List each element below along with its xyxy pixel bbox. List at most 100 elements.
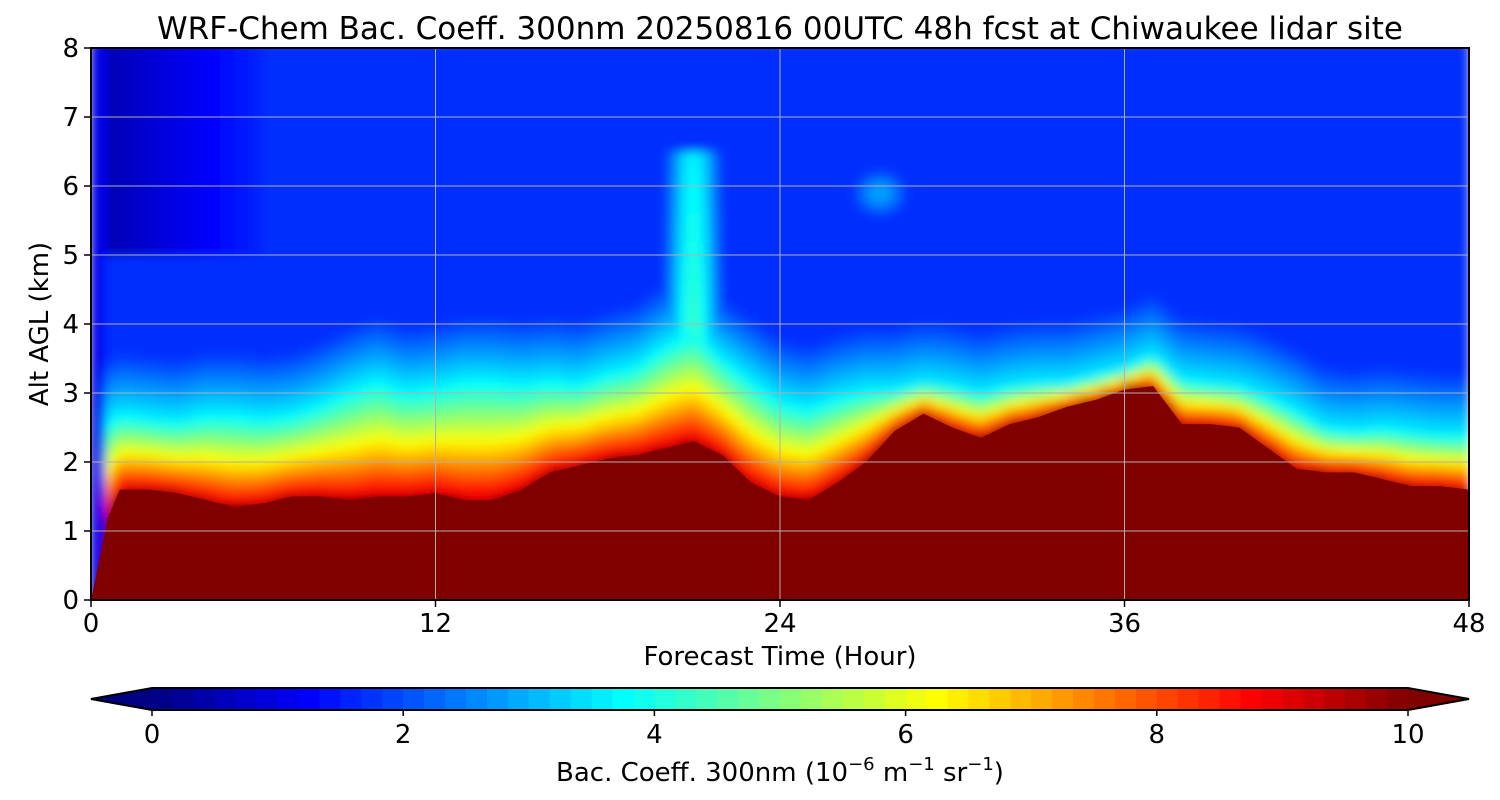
backscatter-field	[91, 48, 1469, 600]
colorbar-swatch	[466, 688, 488, 710]
y-tick-label: 5	[62, 241, 79, 271]
colorbar-swatch	[633, 688, 655, 710]
colorbar-swatch	[193, 688, 216, 710]
y-tick-label: 2	[62, 448, 79, 478]
colorbar-swatch	[1094, 688, 1116, 710]
colorbar-tick-label: 0	[144, 720, 161, 750]
colorbar-swatch	[382, 688, 404, 710]
colorbar-swatch	[1366, 688, 1388, 710]
colorbar-swatch	[1261, 688, 1283, 710]
y-tick-label: 6	[62, 172, 79, 202]
colorbar-swatch	[821, 688, 844, 710]
colorbar-label-exp1: −6	[848, 754, 875, 775]
colorbar-swatch	[989, 688, 1011, 710]
y-tick-label: 4	[62, 310, 79, 340]
colorbar-swatch	[340, 688, 362, 710]
colorbar-swatch	[1303, 688, 1325, 710]
colorbar-swatch	[1135, 688, 1158, 710]
y-tick-label: 0	[62, 586, 79, 616]
colorbar-swatch	[486, 688, 509, 710]
colorbar-label-exp3: −1	[967, 754, 994, 775]
x-axis-label: Forecast Time (Hour)	[643, 642, 916, 672]
colorbar-tick-label: 8	[1149, 720, 1166, 750]
colorbar-swatch	[842, 688, 865, 710]
colorbar-swatch	[507, 688, 530, 710]
colorbar-swatch	[863, 688, 886, 710]
colorbar-swatch	[1282, 688, 1304, 710]
y-tick-label: 7	[62, 103, 79, 133]
x-tick-label: 12	[419, 609, 452, 639]
colorbar-swatch	[1387, 688, 1409, 710]
x-tick-label: 0	[83, 609, 100, 639]
x-axis-ticks: 0 12 24 36 48	[83, 600, 1486, 639]
colorbar-swatch	[256, 688, 279, 710]
colorbar-label-mid: m	[875, 758, 909, 788]
colorbar-swatch	[214, 688, 237, 710]
colorbar-extend-low	[91, 688, 153, 710]
y-tick-label: 8	[62, 34, 79, 64]
colorbar-swatch	[696, 688, 718, 710]
colorbar: 0 2 4 6 8 10 Bac. Coeff. 300nm (10−6 m−1 sr−1…	[90, 687, 1470, 788]
colorbar-extend-high	[1407, 688, 1469, 710]
colorbar-swatch	[172, 688, 195, 710]
x-tick-label: 48	[1452, 609, 1485, 639]
colorbar-swatch	[738, 688, 760, 710]
colorbar-swatch	[780, 688, 802, 710]
colorbar-swatches	[91, 688, 1469, 710]
y-tick-label: 3	[62, 379, 79, 409]
colorbar-ticks: 0 2 4 6 8 10	[144, 710, 1425, 750]
colorbar-swatch	[654, 688, 676, 710]
colorbar-swatch	[319, 688, 341, 710]
colorbar-swatch	[1031, 688, 1053, 710]
colorbar-swatch	[968, 688, 990, 710]
colorbar-swatch	[152, 688, 174, 710]
colorbar-swatch	[591, 688, 614, 710]
colorbar-swatch	[361, 688, 383, 710]
colorbar-swatch	[1345, 688, 1367, 710]
colorbar-swatch	[1010, 688, 1032, 710]
colorbar-swatch	[1240, 688, 1263, 710]
x-tick-label: 36	[1108, 609, 1141, 639]
colorbar-swatch	[298, 688, 321, 710]
colorbar-swatch	[759, 688, 781, 710]
colorbar-tick-label: 4	[646, 720, 663, 750]
colorbar-swatch	[1219, 688, 1242, 710]
colorbar-swatch	[1177, 688, 1200, 710]
colorbar-swatch	[403, 688, 425, 710]
colorbar-label-main: Bac. Coeff. 300nm (10	[556, 758, 848, 788]
colorbar-swatch	[570, 688, 593, 710]
y-axis-label: Alt AGL (km)	[25, 242, 55, 406]
y-tick-label: 1	[62, 517, 79, 547]
colorbar-swatch	[235, 688, 258, 710]
colorbar-swatch	[1198, 688, 1221, 710]
colorbar-tick-label: 10	[1391, 720, 1424, 750]
colorbar-swatch	[926, 688, 949, 710]
colorbar-swatch	[1114, 688, 1137, 710]
colorbar-label-exp2: −1	[908, 754, 935, 775]
colorbar-swatch	[675, 688, 697, 710]
colorbar-swatch	[1073, 688, 1095, 710]
colorbar-swatch	[905, 688, 928, 710]
colorbar-swatch	[277, 688, 300, 710]
colorbar-swatch	[445, 688, 467, 710]
colorbar-swatch	[717, 688, 739, 710]
colorbar-label-end: )	[994, 758, 1004, 788]
colorbar-tick-label: 2	[395, 720, 412, 750]
colorbar-tick-label: 6	[897, 720, 914, 750]
colorbar-label-mid2: sr	[935, 758, 968, 788]
colorbar-swatch	[947, 688, 969, 710]
colorbar-swatch	[612, 688, 635, 710]
colorbar-swatch	[1324, 688, 1346, 710]
colorbar-label: Bac. Coeff. 300nm (10−6 m−1 sr−1)	[556, 754, 1004, 788]
colorbar-swatch	[884, 688, 907, 710]
chart-title: WRF-Chem Bac. Coeff. 300nm 20250816 00UT…	[157, 11, 1403, 47]
colorbar-swatch	[1052, 688, 1074, 710]
colorbar-swatch	[424, 688, 446, 710]
y-axis-ticks: 0 1 2 3 4 5 6 7 8	[62, 34, 91, 616]
colorbar-swatch	[1156, 688, 1179, 710]
colorbar-swatch	[528, 688, 551, 710]
x-tick-label: 24	[763, 609, 796, 639]
colorbar-swatch	[800, 688, 823, 710]
colorbar-swatch	[549, 688, 572, 710]
